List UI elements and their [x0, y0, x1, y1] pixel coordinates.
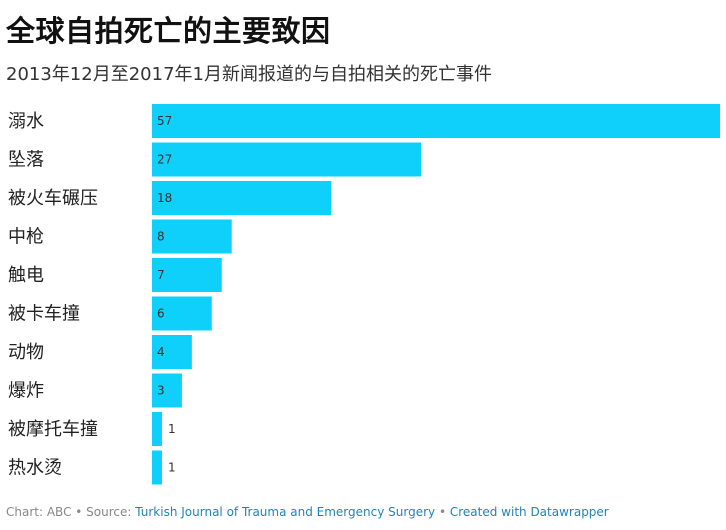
footer-separator: • [435, 505, 450, 519]
category-label: 热水烫 [8, 458, 62, 479]
value-label: 1 [168, 461, 176, 475]
bar [152, 219, 232, 254]
category-label: 中枪 [8, 227, 44, 248]
bar [152, 258, 222, 292]
bar [152, 450, 162, 485]
datawrapper-link[interactable]: Created with Datawrapper [449, 505, 609, 519]
bar [152, 142, 422, 177]
category-label: 动物 [8, 342, 44, 363]
category-label: 爆炸 [8, 381, 44, 402]
chart-title: 全球自拍死亡的主要致因 [6, 14, 331, 48]
value-label: 18 [157, 191, 172, 205]
category-label: 被摩托车撞 [8, 419, 98, 440]
value-label: 6 [157, 307, 165, 321]
value-label: 8 [157, 230, 165, 244]
chart-footer: Chart: ABC • Source: Turkish Journal of … [6, 505, 609, 519]
value-label: 1 [168, 422, 176, 436]
value-label: 7 [157, 268, 165, 282]
bar [152, 181, 332, 215]
bar-chart: 溺水 57 坠落 27 被火车碾压 18 中枪 8 触电 7 被卡车撞 6 动物 4 爆炸 3 被摩托车撞 1 热水… [8, 104, 720, 485]
source-prefix: Source: [86, 505, 136, 519]
bar [152, 335, 192, 369]
category-label: 坠落 [8, 150, 44, 171]
value-label: 4 [157, 345, 165, 359]
chart-credit: Chart: ABC [6, 505, 72, 519]
category-label: 被火车碾压 [8, 188, 98, 209]
footer-separator: • [71, 505, 87, 519]
bar [152, 373, 182, 408]
chart-subtitle: 2013年12月至2017年1月新闻报道的与自拍相关的死亡事件 [6, 64, 492, 85]
bar [152, 104, 720, 138]
value-label: 3 [157, 384, 165, 398]
category-label: 触电 [8, 265, 44, 286]
bar [152, 412, 162, 446]
source-link[interactable]: Turkish Journal of Trauma and Emergency … [135, 505, 436, 519]
category-label: 被卡车撞 [8, 304, 80, 325]
value-label: 57 [157, 114, 172, 128]
value-label: 27 [157, 153, 172, 167]
bar [152, 296, 212, 331]
category-label: 溺水 [8, 111, 44, 132]
